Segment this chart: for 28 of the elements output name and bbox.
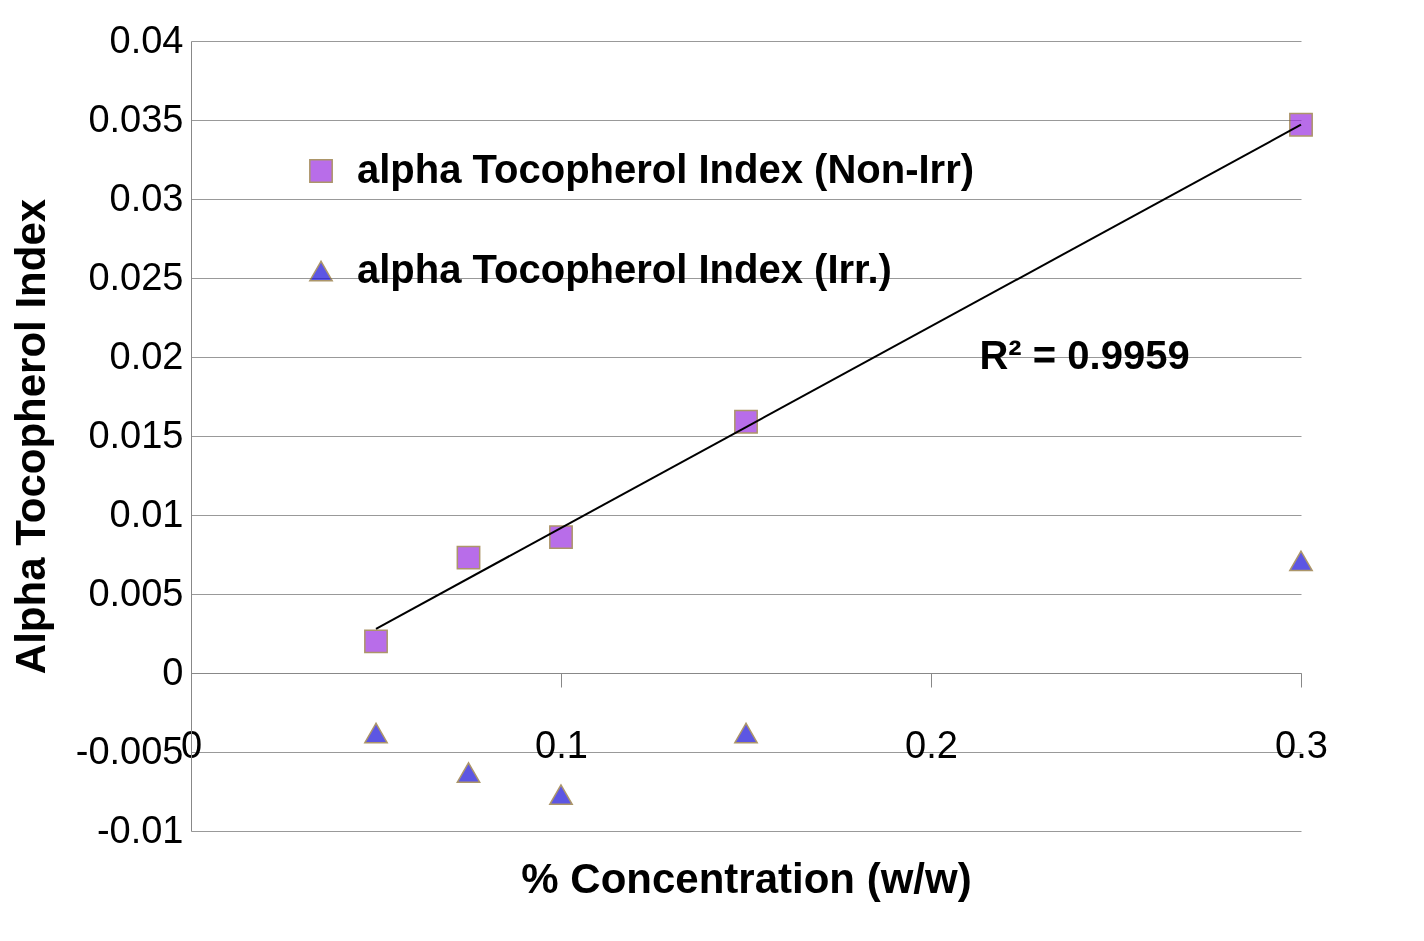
y-tick-label: 0.03 [109,176,184,219]
legend-label: alpha Tocopherol Index (Irr.) [357,247,892,291]
point [549,784,573,806]
x-tick-label: 0.1 [535,723,588,766]
y-tick-label: 0.02 [109,334,184,377]
x-tick-label: 0.2 [905,723,958,766]
legend-label: alpha Tocopherol Index (Non-Irr) [357,147,975,191]
y-tick-label: -0.01 [96,808,184,851]
y-axis-title: Alpha Tocopherol Index [6,198,54,675]
point [734,722,758,744]
point [549,525,573,550]
y-tick-label: 0.005 [88,571,184,614]
x-tick-label: 0.3 [1275,723,1328,766]
point [456,545,481,570]
y-tick-label: 0.015 [88,413,184,456]
point [734,409,758,434]
point [456,762,481,783]
y-tick-label: 0.01 [109,492,184,535]
point [364,722,388,744]
y-tick-label: 0 [162,650,184,693]
y-tick-label: 0.025 [88,255,184,298]
point [1289,550,1313,572]
y-tick-label: 0.035 [88,97,184,140]
point [1289,112,1313,137]
annotation: R² = 0.9959 [979,333,1190,377]
point [364,629,388,654]
y-tick-label: 0.04 [109,18,184,61]
x-axis-title: % Concentration (w/w) [521,854,972,902]
